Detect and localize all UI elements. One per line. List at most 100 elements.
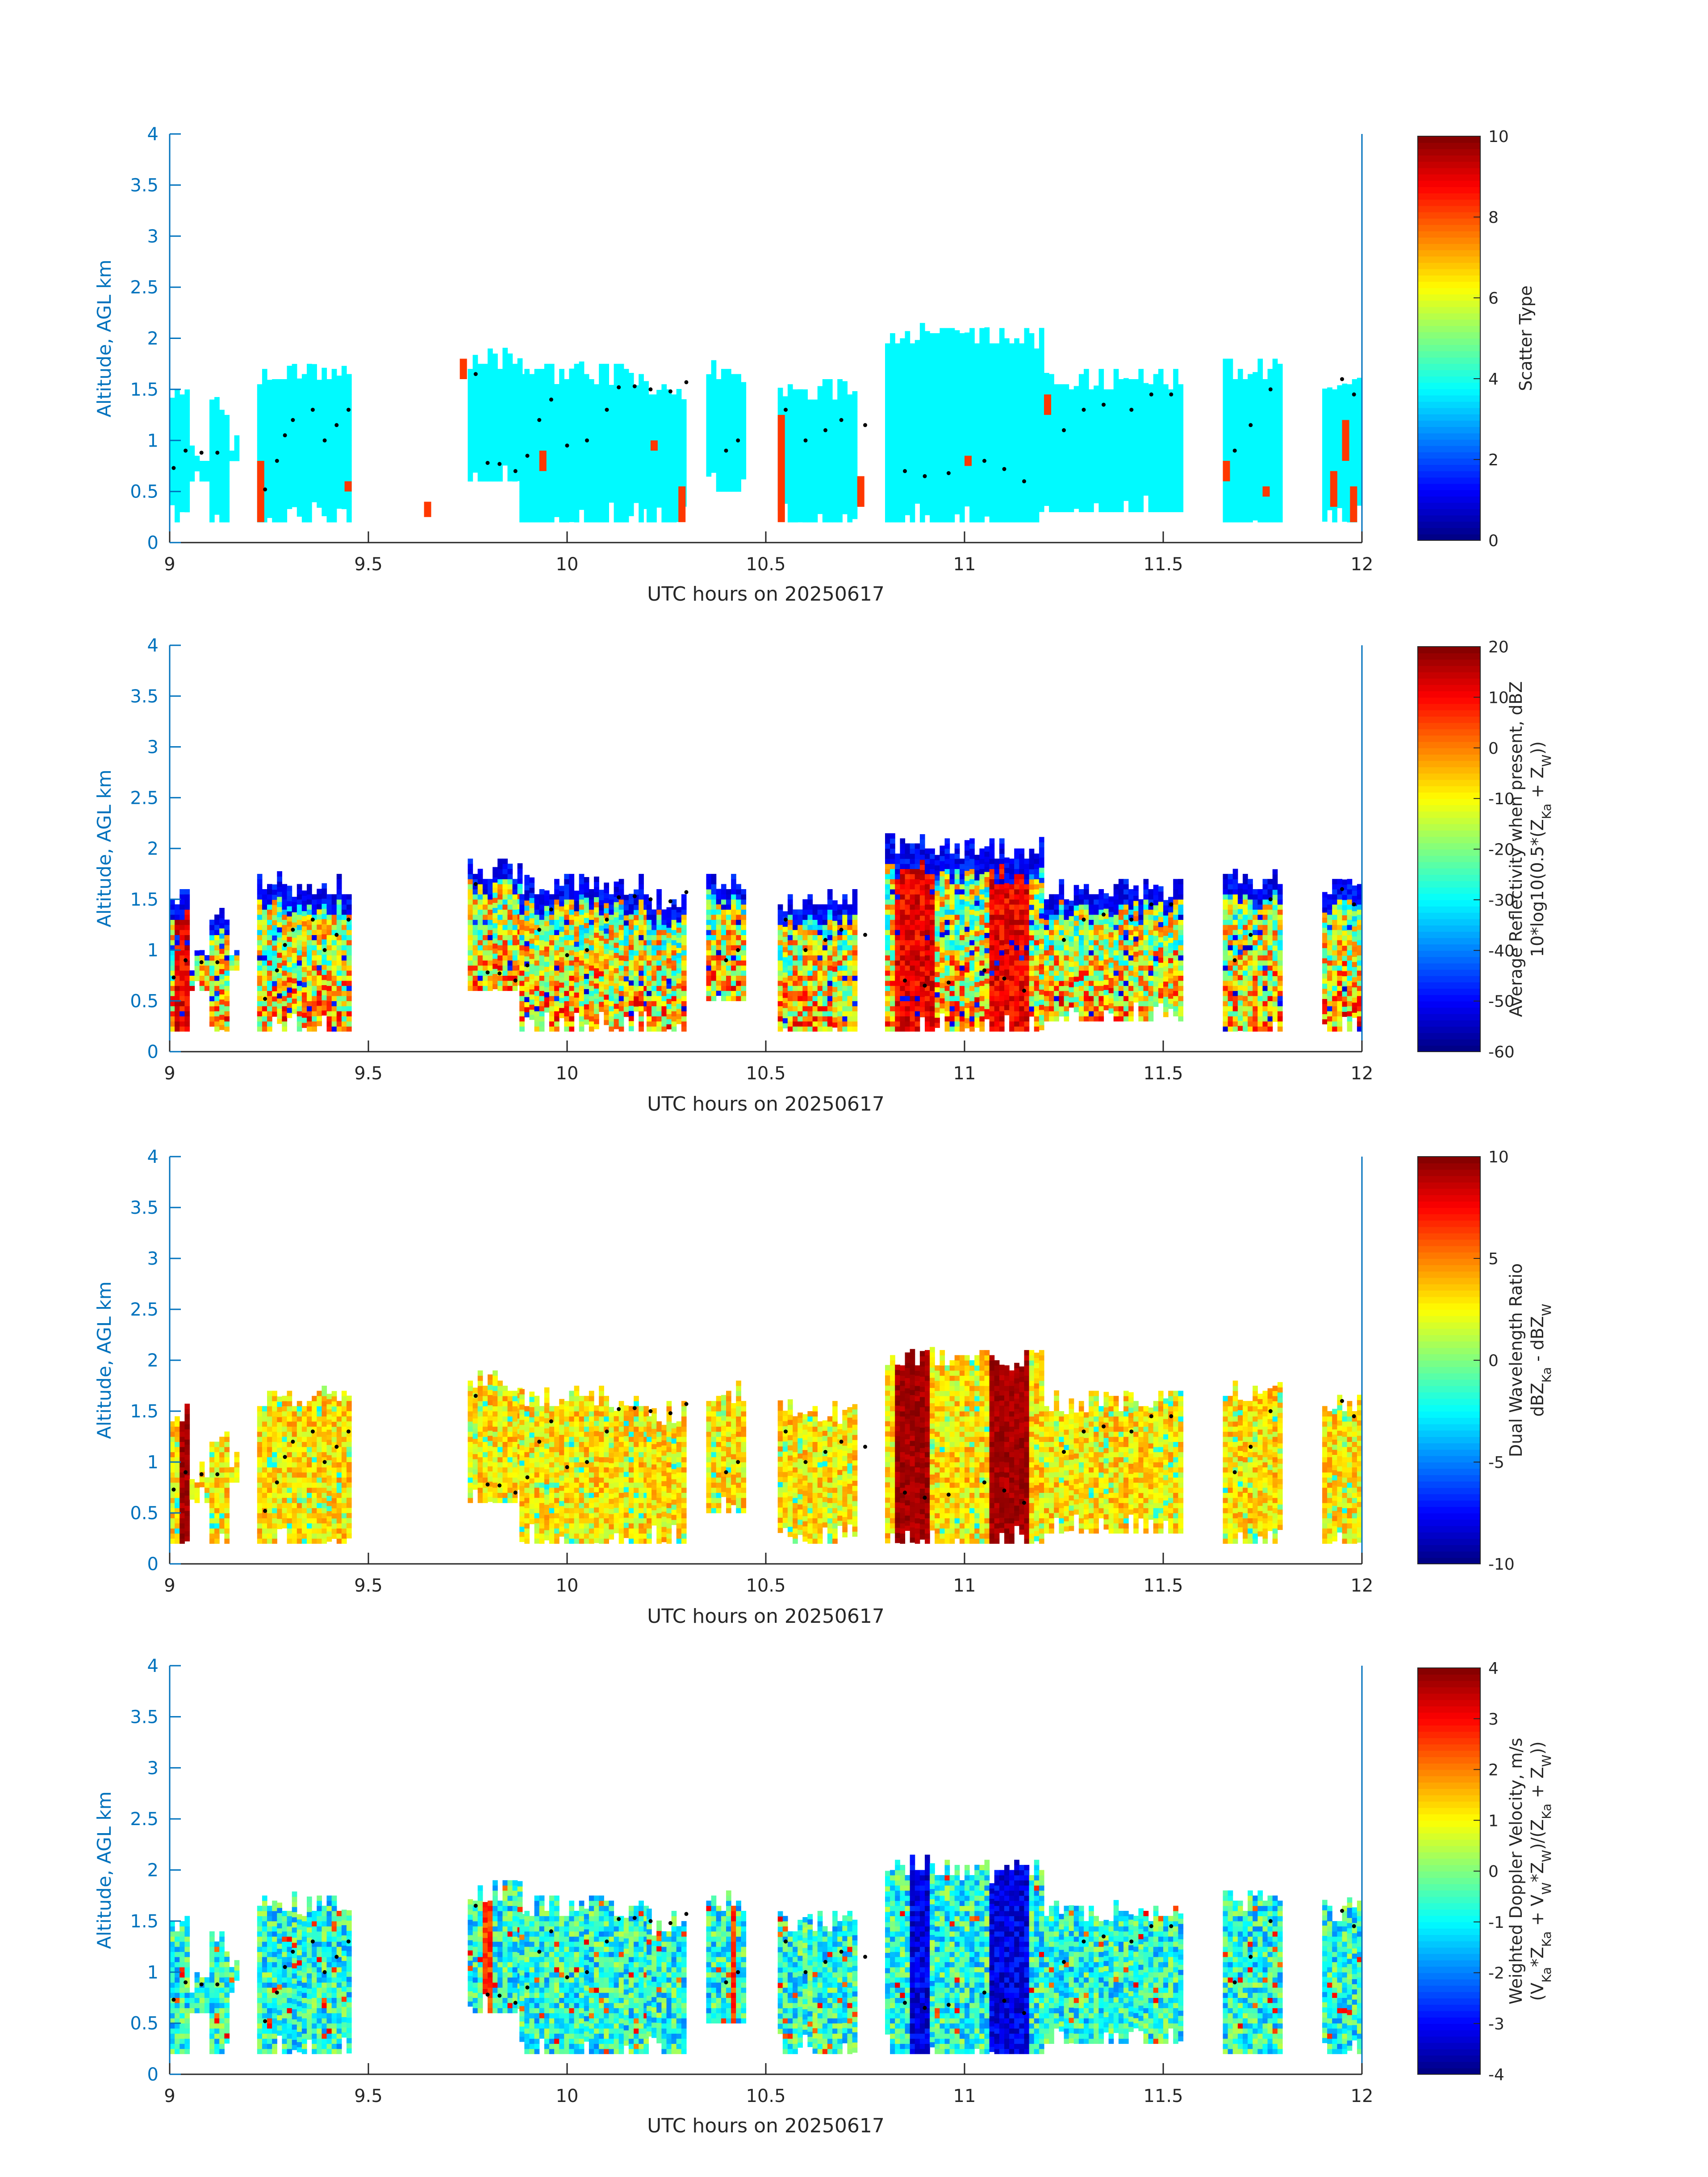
heatmap-cell	[979, 333, 985, 339]
heatmap-cell	[322, 393, 327, 399]
heatmap-cell	[1123, 414, 1129, 419]
heatmap-cell	[1089, 461, 1094, 466]
heatmap-cell	[282, 471, 288, 476]
heatmap-cell	[671, 471, 677, 476]
heatmap-cell	[1064, 466, 1069, 472]
heatmap-cell	[666, 517, 672, 522]
heatmap-cell	[827, 501, 833, 507]
heatmap-cell	[656, 390, 662, 395]
heatmap-cell	[798, 405, 803, 410]
heatmap-cell	[574, 486, 580, 492]
heatmap-cell	[989, 399, 995, 405]
heatmap-cell	[1073, 457, 1079, 463]
heatmap-cell	[317, 487, 322, 493]
heatmap-cell	[974, 486, 980, 492]
heatmap-cell	[647, 486, 652, 492]
heatmap-cell	[837, 501, 843, 507]
heatmap-cell	[1084, 415, 1089, 421]
heatmap-cell	[965, 485, 970, 491]
heatmap-cell	[219, 425, 225, 430]
heatmap-cell	[1128, 455, 1134, 461]
heatmap-cell	[292, 435, 297, 441]
heatmap-cell	[180, 497, 185, 502]
heatmap-cell	[477, 369, 483, 375]
heatmap-cell	[1078, 501, 1084, 507]
heatmap-cell	[564, 389, 569, 395]
heatmap-cell	[1069, 389, 1074, 395]
heatmap-cell	[1004, 471, 1010, 476]
heatmap-cell	[282, 491, 288, 497]
heatmap-cell	[736, 455, 741, 461]
heatmap-cell	[507, 353, 513, 359]
heatmap-cell	[1257, 455, 1263, 461]
heatmap-cell	[900, 425, 906, 430]
heatmap-cell	[604, 451, 609, 456]
heatmap-cell	[282, 486, 288, 492]
heatmap-cell	[1009, 497, 1015, 502]
heatmap-cell	[1143, 454, 1149, 460]
heatmap-cell	[224, 501, 230, 507]
heatmap-cell	[1039, 430, 1044, 435]
heatmap-cell	[989, 348, 995, 354]
heatmap-cell	[477, 364, 483, 369]
heatmap-cell	[1084, 486, 1089, 492]
heatmap-cell	[1078, 461, 1084, 466]
heatmap-cell	[905, 341, 910, 347]
heatmap-cell	[564, 491, 569, 497]
heatmap-cell	[497, 405, 503, 410]
heatmap-cell	[634, 410, 639, 416]
heatmap-cell	[507, 476, 513, 482]
heatmap-cell	[959, 374, 965, 380]
heatmap-cell	[954, 463, 960, 468]
heatmap-cell	[184, 425, 190, 431]
heatmap-cell	[507, 466, 513, 472]
heatmap-cell	[272, 486, 277, 492]
heatmap-cell	[959, 394, 965, 400]
heatmap-cell	[994, 445, 1000, 451]
heatmap-cell	[634, 477, 639, 483]
heatmap-cell	[930, 415, 935, 421]
heatmap-cell	[890, 435, 895, 441]
heatmap-cell	[1089, 466, 1094, 472]
heatmap-cell	[584, 379, 589, 384]
heatmap-cell	[317, 451, 322, 457]
heatmap-cell	[569, 501, 575, 507]
heatmap-cell	[965, 409, 970, 415]
heatmap-cell	[656, 492, 662, 497]
heatmap-cell	[277, 435, 282, 441]
heatmap-cell	[272, 506, 277, 512]
heatmap-cell	[1257, 451, 1263, 456]
heatmap-cell	[965, 424, 970, 430]
heatmap-cell	[1158, 399, 1164, 405]
heatmap-cell	[661, 405, 667, 410]
heatmap-cell	[1059, 451, 1065, 456]
heatmap-cell	[885, 359, 890, 364]
heatmap-cell	[984, 439, 990, 445]
heatmap-cell	[935, 425, 940, 430]
heatmap-cell	[944, 405, 950, 410]
heatmap-cell	[905, 459, 910, 464]
heatmap-cell	[482, 476, 488, 482]
heatmap-cell	[1267, 497, 1273, 502]
heatmap-cell	[175, 506, 180, 512]
heatmap-cell	[656, 487, 662, 493]
heatmap-cell	[721, 420, 727, 426]
heatmap-cell	[497, 399, 503, 405]
heatmap-cell	[1163, 425, 1169, 430]
heatmap-cell	[1098, 497, 1104, 502]
heatmap-cell	[1262, 471, 1268, 476]
heatmap-cell	[930, 369, 935, 375]
heatmap-cell	[979, 409, 985, 415]
heatmap-cell	[229, 455, 235, 461]
heatmap-cell	[847, 430, 853, 436]
heatmap-cell	[716, 394, 722, 400]
heatmap-cell	[634, 405, 639, 411]
heatmap-cell	[741, 438, 747, 444]
heatmap-cell	[317, 415, 322, 421]
heatmap-cell	[564, 384, 569, 390]
heatmap-cell	[1049, 415, 1054, 421]
heatmap-cell	[639, 415, 644, 421]
heatmap-cell	[807, 461, 813, 466]
heatmap-cell	[1138, 374, 1144, 380]
heatmap-cell	[564, 506, 569, 512]
